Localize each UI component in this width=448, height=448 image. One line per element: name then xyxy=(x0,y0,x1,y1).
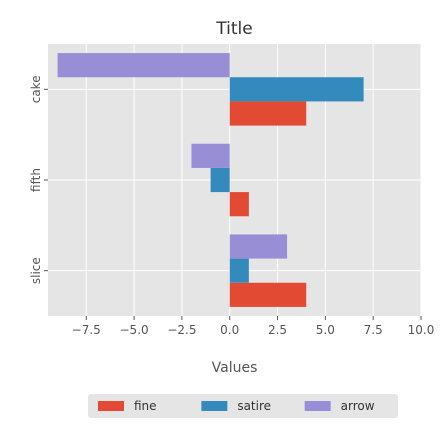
legend-label-satire: satire xyxy=(237,399,271,413)
bar-fifth-arrow xyxy=(191,143,230,168)
y-tick-label: fifth xyxy=(29,168,43,192)
legend-label-arrow: arrow xyxy=(341,399,375,413)
x-tick-label: 2.5 xyxy=(268,323,287,337)
x-tick-label: 10.0 xyxy=(408,323,435,337)
bar-slice-satire xyxy=(229,258,249,283)
bar-cake-arrow xyxy=(57,53,230,78)
legend-swatch-satire xyxy=(201,401,228,411)
y-tick-labels: slice fifth cake xyxy=(29,75,48,284)
x-tick-label: 0.0 xyxy=(220,323,239,337)
legend: fine satire arrow xyxy=(88,394,398,418)
y-tick-label: cake xyxy=(29,75,43,103)
x-axis-title: Values xyxy=(212,360,258,376)
x-tick-labels: −7.5 −5.0 −2.5 0.0 2.5 5.0 7.5 10.0 xyxy=(72,316,435,337)
x-tick-label: −2.5 xyxy=(167,323,196,337)
x-tick-label: −5.0 xyxy=(120,323,149,337)
bar-slice-arrow xyxy=(229,234,288,259)
y-tick-label: slice xyxy=(29,257,43,284)
bar-cake-fine xyxy=(229,101,307,126)
x-tick-label: −7.5 xyxy=(72,323,101,337)
x-tick-label: 7.5 xyxy=(364,323,383,337)
chart-title: Title xyxy=(215,19,252,39)
legend-label-fine: fine xyxy=(134,399,157,413)
legend-box xyxy=(88,394,398,418)
bar-slice-fine xyxy=(229,282,307,307)
bar-fifth-fine xyxy=(229,192,249,217)
bar-cake-satire xyxy=(229,77,364,102)
x-tick-label: 5.0 xyxy=(316,323,335,337)
legend-swatch-arrow xyxy=(304,401,331,411)
bars xyxy=(57,53,364,307)
legend-swatch-fine xyxy=(98,401,124,411)
bar-fifth-satire xyxy=(210,167,230,193)
